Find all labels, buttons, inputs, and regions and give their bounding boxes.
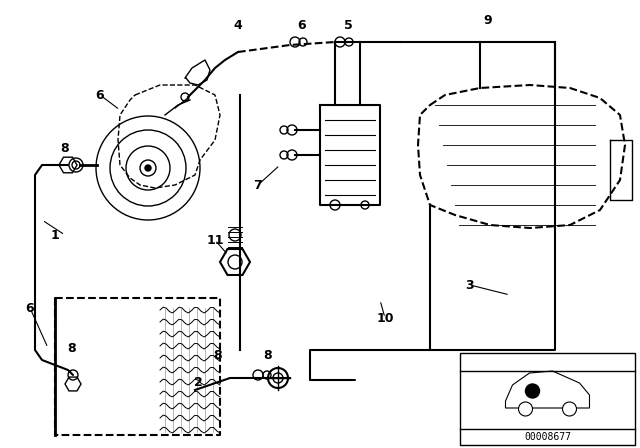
- Text: 3: 3: [466, 279, 474, 292]
- Text: 6: 6: [96, 89, 104, 102]
- Text: 11: 11: [206, 233, 224, 246]
- Text: 8: 8: [264, 349, 272, 362]
- Circle shape: [145, 165, 151, 171]
- Text: 10: 10: [376, 311, 394, 324]
- Circle shape: [563, 402, 577, 416]
- Text: 6: 6: [26, 302, 35, 314]
- Circle shape: [525, 384, 540, 398]
- Text: 2: 2: [194, 375, 202, 388]
- Bar: [460, 353, 635, 445]
- Text: 5: 5: [344, 18, 353, 31]
- Text: 00008677: 00008677: [524, 432, 571, 442]
- Text: 8: 8: [214, 349, 222, 362]
- Text: 7: 7: [253, 178, 262, 191]
- Text: 9: 9: [484, 13, 492, 26]
- Text: 8: 8: [68, 341, 76, 354]
- Circle shape: [518, 402, 532, 416]
- Text: 8: 8: [61, 142, 69, 155]
- Text: 4: 4: [234, 18, 243, 31]
- Text: 1: 1: [51, 228, 60, 241]
- Text: 6: 6: [298, 18, 307, 31]
